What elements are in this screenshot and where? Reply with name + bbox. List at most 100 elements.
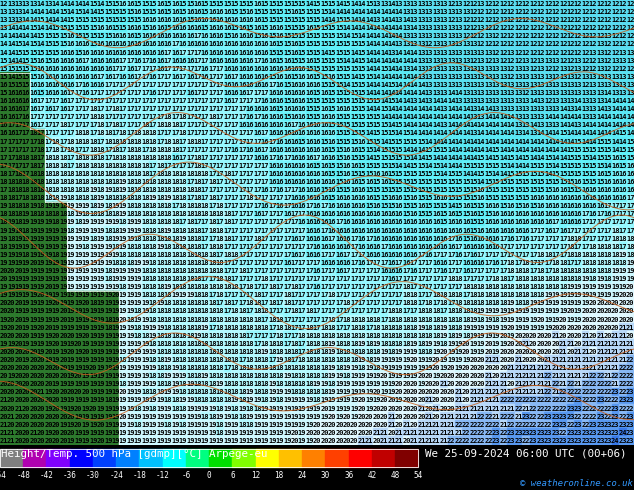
Text: 12: 12: [574, 49, 582, 55]
Text: 19: 19: [223, 414, 232, 419]
Text: 22: 22: [559, 406, 567, 412]
Bar: [410, 113, 418, 122]
Bar: [455, 8, 463, 16]
Bar: [432, 291, 441, 299]
Bar: [0, 274, 8, 283]
Text: 15: 15: [328, 90, 336, 96]
Text: 17: 17: [164, 106, 172, 112]
Bar: [328, 323, 336, 332]
Bar: [261, 339, 269, 348]
Text: 19: 19: [74, 308, 82, 315]
Text: 12: 12: [536, 17, 545, 23]
Bar: [261, 153, 269, 162]
Bar: [335, 364, 344, 372]
Text: 20: 20: [410, 422, 418, 428]
Bar: [246, 355, 254, 364]
Text: 17: 17: [604, 227, 612, 234]
Bar: [172, 226, 179, 235]
Text: 12: 12: [581, 17, 590, 23]
Text: 21: 21: [522, 406, 530, 412]
Text: 14: 14: [552, 114, 560, 121]
Text: 19: 19: [395, 365, 403, 371]
Text: 20: 20: [492, 373, 500, 379]
Bar: [89, 121, 98, 129]
Text: 17: 17: [417, 292, 425, 298]
Bar: [30, 48, 38, 57]
Text: 19: 19: [507, 333, 515, 339]
Text: 36: 36: [344, 471, 353, 480]
Bar: [60, 396, 68, 404]
Bar: [186, 372, 195, 380]
Text: 16: 16: [552, 203, 560, 209]
Text: 15: 15: [350, 82, 359, 88]
Text: 16: 16: [410, 252, 418, 258]
Bar: [89, 388, 98, 396]
Text: 23: 23: [552, 422, 560, 428]
Text: 18: 18: [104, 203, 112, 209]
Text: 18: 18: [320, 324, 328, 331]
Bar: [209, 218, 217, 226]
Text: 22: 22: [536, 397, 545, 403]
Text: 19: 19: [0, 341, 8, 347]
Bar: [119, 380, 127, 388]
Bar: [358, 56, 366, 65]
Text: 17: 17: [37, 130, 45, 137]
Bar: [82, 283, 90, 291]
Bar: [325, 449, 349, 467]
Bar: [462, 89, 470, 97]
Bar: [246, 170, 254, 178]
Text: 13: 13: [439, 49, 448, 55]
Text: 13: 13: [0, 17, 8, 23]
Text: 13: 13: [507, 106, 515, 112]
Text: 14: 14: [372, 58, 381, 64]
Text: 18: 18: [275, 471, 283, 480]
Bar: [529, 388, 538, 396]
Bar: [269, 226, 276, 235]
Bar: [127, 396, 135, 404]
Bar: [0, 48, 8, 57]
Bar: [559, 396, 567, 404]
Bar: [440, 242, 448, 251]
Text: 19: 19: [395, 349, 403, 355]
Bar: [396, 267, 403, 275]
Text: 16: 16: [306, 227, 314, 234]
Text: 18: 18: [231, 308, 239, 315]
Text: 16: 16: [395, 211, 403, 218]
Bar: [358, 73, 366, 81]
Bar: [75, 202, 82, 210]
Bar: [37, 48, 46, 57]
Text: 16: 16: [529, 195, 538, 201]
Bar: [448, 113, 456, 122]
Bar: [216, 89, 224, 97]
Bar: [179, 428, 187, 437]
Bar: [515, 364, 523, 372]
Text: 17: 17: [261, 163, 269, 169]
Bar: [306, 258, 314, 267]
Bar: [194, 355, 202, 364]
Bar: [418, 8, 426, 16]
Bar: [52, 153, 60, 162]
Bar: [134, 372, 143, 380]
Text: 20: 20: [447, 381, 455, 387]
Bar: [283, 80, 292, 89]
Bar: [388, 40, 396, 49]
Text: 18: 18: [425, 333, 433, 339]
Bar: [410, 428, 418, 437]
Bar: [202, 226, 209, 235]
Text: 15: 15: [164, 25, 172, 31]
Bar: [343, 153, 351, 162]
Bar: [612, 388, 619, 396]
Text: 13: 13: [455, 42, 463, 48]
Text: 18: 18: [290, 381, 299, 387]
Text: 17: 17: [484, 276, 493, 282]
Bar: [164, 331, 172, 340]
Bar: [299, 437, 306, 445]
Bar: [75, 274, 82, 283]
Bar: [142, 153, 150, 162]
Text: 20: 20: [59, 333, 68, 339]
Text: 12: 12: [484, 42, 493, 48]
Bar: [373, 315, 381, 323]
Bar: [343, 258, 351, 267]
Text: 18: 18: [164, 244, 172, 250]
Text: 15: 15: [455, 187, 463, 193]
